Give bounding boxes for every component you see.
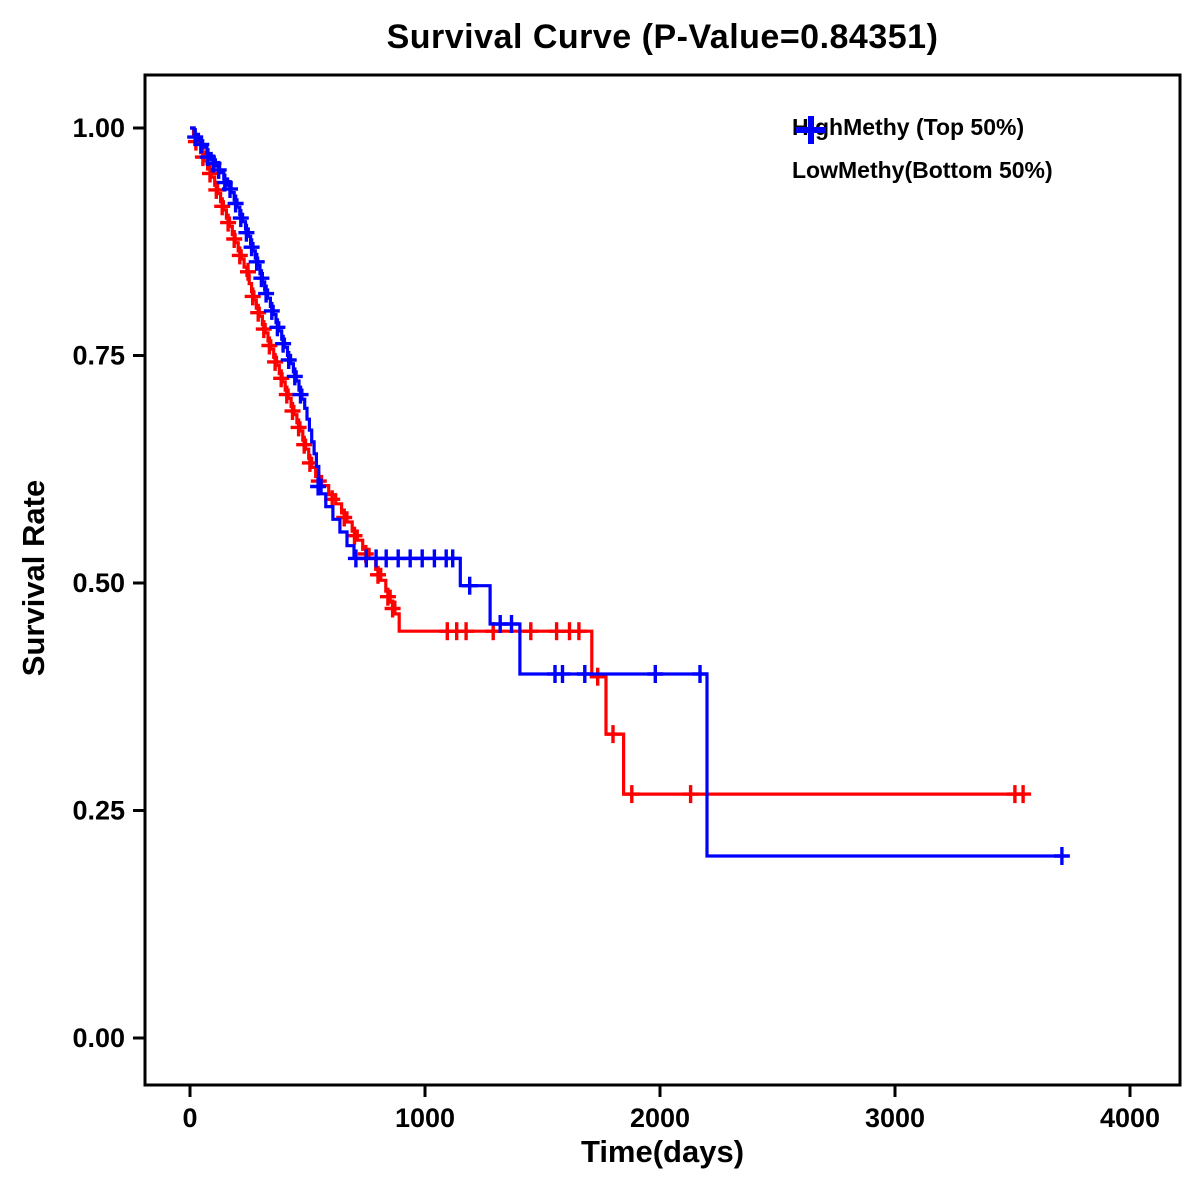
plot-frame — [143, 73, 1182, 1087]
y-tick-label: 0.00 — [72, 1023, 125, 1053]
axes: 0 1000 2000 3000 4000 0.00 0.25 0.50 0.75 1.00 — [72, 113, 1160, 1133]
x-axis-label: Time(days) — [580, 1134, 745, 1169]
y-axis-label: Survival Rate — [16, 479, 51, 677]
legend-label-lowmethy: LowMethy(Bottom 50%) — [792, 157, 1053, 183]
x-tick-label: 3000 — [865, 1103, 925, 1133]
x-tick-label: 4000 — [1100, 1103, 1160, 1133]
legend-item-highmethy: HighMethy (Top 50%) — [792, 114, 1053, 144]
legend-item-lowmethy: LowMethy(Bottom 50%) — [792, 116, 1053, 184]
series-highmethy-censor-marks — [187, 132, 1032, 804]
chart-title: Survival Curve (P-Value=0.84351) — [386, 18, 939, 56]
x-tick-label: 2000 — [630, 1103, 690, 1133]
series-lowmethy-censor-marks — [187, 128, 1070, 865]
x-tick-label: 0 — [182, 1103, 197, 1133]
x-tick-label: 1000 — [395, 1103, 455, 1133]
y-tick-label: 1.00 — [72, 113, 125, 143]
legend-label-highmethy: HighMethy (Top 50%) — [792, 114, 1025, 140]
y-tick-label: 0.50 — [72, 568, 125, 598]
plus-icon — [796, 116, 826, 144]
series-lowmethy-curve — [190, 126, 1065, 858]
legend: HighMethy (Top 50%) LowMethy(Bottom 50%) — [792, 114, 1053, 184]
y-tick-label: 0.25 — [72, 796, 125, 826]
y-tick-label: 0.75 — [72, 341, 125, 371]
